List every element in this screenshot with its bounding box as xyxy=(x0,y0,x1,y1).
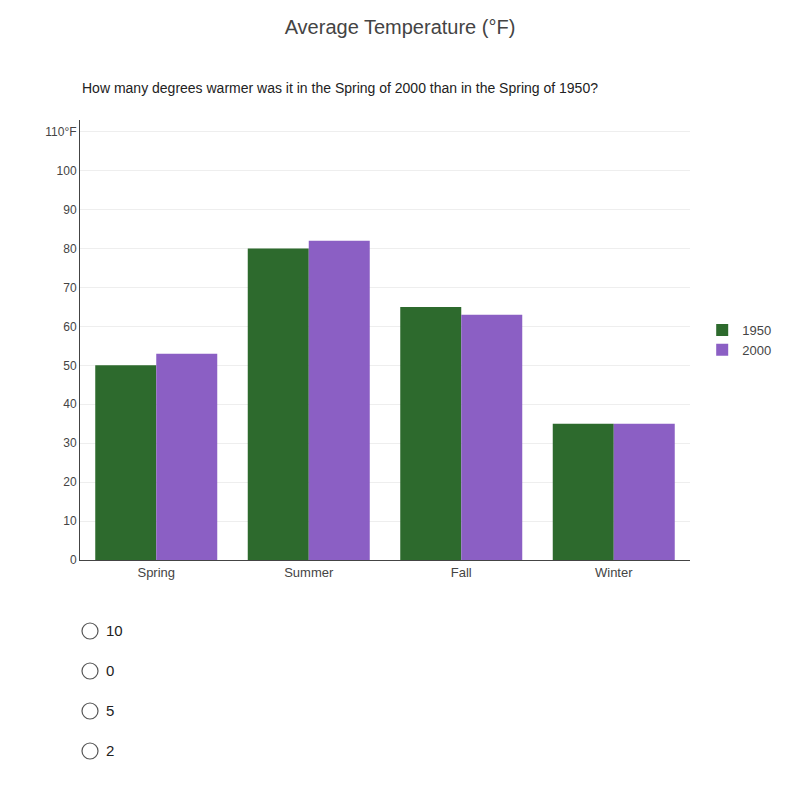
svg-text:70: 70 xyxy=(63,281,77,295)
svg-text:Summer: Summer xyxy=(284,565,334,580)
svg-text:1950: 1950 xyxy=(742,323,771,338)
svg-text:10: 10 xyxy=(63,514,77,528)
svg-text:10: 10 xyxy=(106,622,123,639)
svg-text:60: 60 xyxy=(63,320,77,334)
svg-text:0: 0 xyxy=(70,553,77,567)
svg-text:50: 50 xyxy=(63,359,77,373)
svg-text:80: 80 xyxy=(63,242,77,256)
svg-text:90: 90 xyxy=(63,203,77,217)
svg-text:20: 20 xyxy=(63,475,77,489)
svg-text:100: 100 xyxy=(57,164,77,178)
svg-text:110°F: 110°F xyxy=(45,125,76,139)
svg-text:0: 0 xyxy=(106,662,114,679)
svg-text:30: 30 xyxy=(63,436,77,450)
svg-text:Winter: Winter xyxy=(595,565,633,580)
svg-text:2: 2 xyxy=(106,742,114,759)
svg-text:40: 40 xyxy=(63,397,77,411)
svg-text:2000: 2000 xyxy=(742,343,771,358)
svg-text:Spring: Spring xyxy=(137,565,175,580)
svg-text:5: 5 xyxy=(106,702,114,719)
svg-text:Fall: Fall xyxy=(451,565,472,580)
svg-text:Average Temperature (°F): Average Temperature (°F) xyxy=(285,16,516,38)
svg-text:How many degrees warmer was it: How many degrees warmer was it in the Sp… xyxy=(82,80,598,96)
